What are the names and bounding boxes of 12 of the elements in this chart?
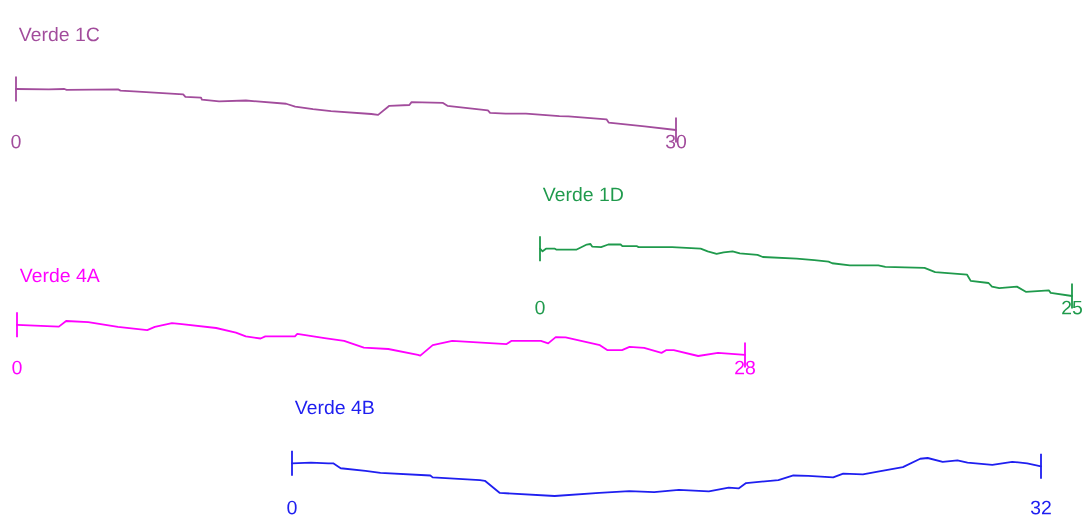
x-tick-label: 32 bbox=[1030, 500, 1051, 515]
x-tick-label: 0 bbox=[11, 134, 21, 149]
chart-title: Verde 1D bbox=[542, 187, 623, 202]
x-tick-label: 0 bbox=[12, 360, 22, 375]
x-tick-label: 25 bbox=[1062, 300, 1082, 315]
x-tick-label: 0 bbox=[535, 300, 545, 315]
chart-title: Verde 4B bbox=[294, 400, 374, 415]
x-tick-label: 30 bbox=[665, 134, 687, 149]
x-tick-label: 0 bbox=[287, 500, 297, 515]
chart-title: Verde 1C bbox=[18, 27, 100, 42]
x-tick-label: 28 bbox=[735, 360, 755, 375]
chart-title: Verde 4A bbox=[19, 268, 100, 283]
